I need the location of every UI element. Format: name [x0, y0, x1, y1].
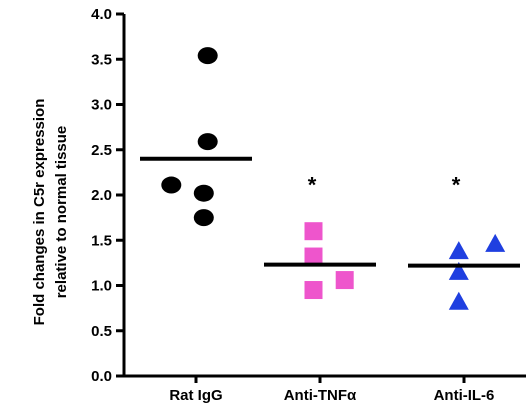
x-axis: Rat IgG Anti-TNFα Anti-IL-6 [123, 374, 526, 404]
y-tick-label: 2.0 [91, 187, 112, 204]
data-point-circle [197, 133, 218, 151]
x-tick-label: Anti-TNFα [284, 387, 357, 404]
data-point-triangle [448, 291, 469, 310]
x-tick-label: Anti-IL-6 [434, 387, 495, 404]
series-1: * [264, 172, 376, 300]
y-tick-label: 0.5 [91, 323, 112, 340]
y-tick-label: 1.5 [91, 232, 112, 249]
significance-marker: * [308, 172, 317, 197]
data-point-square [335, 271, 354, 290]
data-point-circle [161, 176, 182, 194]
significance-marker: * [452, 172, 461, 197]
y-axis-title: Fold changes in C5r expression relative … [31, 99, 70, 326]
y-axis-label-line-1: Fold changes in C5r expression [31, 99, 48, 326]
data-point-circle [193, 184, 214, 202]
y-tick-label: 2.5 [91, 142, 112, 159]
series-0 [140, 47, 252, 227]
data-point-square [304, 222, 323, 241]
x-tick-label: Rat IgG [169, 387, 222, 404]
data-marks: * * [140, 47, 520, 310]
data-point-square [304, 281, 323, 300]
y-tick-label: 1.0 [91, 278, 112, 295]
y-tick-label: 3.5 [91, 51, 112, 68]
y-tick-label: 3.0 [91, 97, 112, 114]
y-axis: 0.0 0.5 1.0 1.5 2.0 2.5 3.0 3.5 4.0 [91, 6, 126, 385]
y-tick-label: 4.0 [91, 6, 112, 23]
data-point-square [304, 247, 323, 266]
data-point-triangle [448, 261, 469, 280]
data-point-circle [193, 209, 214, 227]
data-point-triangle [485, 233, 506, 252]
data-point-triangle [448, 241, 469, 260]
y-tick-label: 0.0 [91, 368, 112, 385]
data-point-circle [197, 47, 218, 65]
series-2: * [408, 172, 520, 310]
y-axis-label-line-2: relative to normal tissue [53, 126, 70, 299]
